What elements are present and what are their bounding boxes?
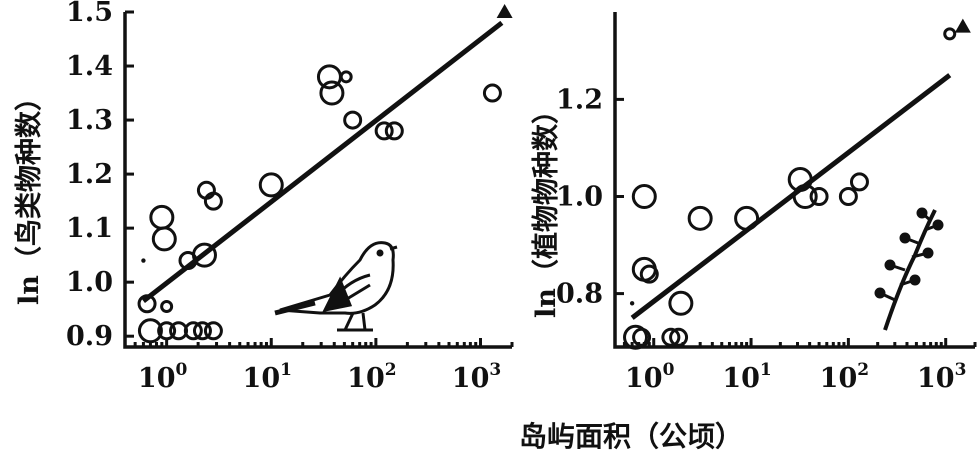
y-tick-label: 1.2	[556, 84, 603, 115]
x-tick-label: 103	[452, 360, 501, 394]
circle-marker	[482, 83, 502, 103]
fit-line	[141, 20, 504, 304]
left-y-ticks: 0.9 1.0 1.1 1.2 1.3 1.4 1.5	[66, 0, 134, 352]
right-y-axis-label: （植物物种数）	[530, 97, 562, 286]
circle-marker	[631, 183, 657, 209]
dot-marker	[629, 301, 635, 306]
x-tick-label: 100	[138, 360, 188, 394]
x-axis-label: 岛屿面积（公顷）	[519, 420, 743, 453]
right-fit-line-group	[630, 73, 952, 320]
circle-marker	[787, 167, 813, 192]
bird-illustration-icon	[274, 241, 398, 332]
circle-marker	[137, 318, 163, 344]
circle-marker	[734, 205, 760, 231]
circle-marker	[687, 205, 713, 231]
circle-marker	[343, 110, 363, 130]
left-chart-axes	[123, 12, 512, 349]
circle-marker	[151, 226, 177, 252]
circle-marker	[668, 290, 694, 316]
plant-illustration-icon	[874, 207, 944, 331]
x-tick-label: 100	[625, 360, 675, 394]
left-data-points	[137, 4, 513, 344]
y-tick-label: 1.4	[66, 51, 113, 82]
circle-marker	[160, 299, 174, 313]
y-tick-label: 1.3	[66, 105, 113, 136]
circle-marker	[339, 70, 353, 84]
dot-marker	[141, 258, 146, 263]
right-x-ticks: 100 101 102 103	[622, 338, 977, 394]
circle-marker	[849, 172, 869, 192]
circle-marker	[374, 121, 394, 141]
circle-marker	[632, 327, 652, 347]
circle-marker	[943, 27, 957, 41]
x-tick-label: 103	[917, 360, 966, 394]
circle-marker	[792, 183, 818, 209]
x-tick-label: 102	[820, 360, 869, 394]
triangle-marker	[954, 18, 971, 33]
right-chart-axes	[613, 12, 975, 349]
circle-marker	[203, 191, 223, 211]
left-fit-line-group	[141, 20, 504, 304]
circle-marker	[623, 324, 649, 350]
fit-line	[630, 73, 952, 320]
right-data-points	[623, 18, 971, 350]
bird-species-chart: 0.9 1.0 1.1 1.2 1.3 1.4 1.5 100 101 102 103 ln （鸟…	[13, 0, 514, 394]
circle-marker	[137, 294, 157, 314]
x-tick-label: 102	[347, 360, 396, 394]
y-tick-label: 0.9	[66, 321, 113, 352]
circle-marker	[809, 186, 829, 206]
circle-marker	[183, 321, 203, 341]
circle-marker	[157, 321, 177, 341]
circle-marker	[203, 321, 223, 341]
x-tick-label: 101	[243, 360, 292, 394]
right-y-ticks: 0.8 1.0 1.2	[556, 84, 624, 310]
left-y-axis-label: （鸟类物种数）	[13, 84, 45, 273]
left-y-axis-prefix: ln	[14, 275, 45, 305]
y-tick-label: 1.2	[66, 159, 113, 190]
circle-marker	[838, 186, 858, 206]
y-tick-label: 1.0	[66, 267, 113, 298]
triangle-marker	[496, 4, 513, 18]
y-tick-label: 1.1	[66, 213, 113, 244]
y-tick-label: 0.8	[556, 279, 603, 310]
plant-species-chart: 0.8 1.0 1.2 100 101 102 103 ln （植物物种数）	[530, 12, 977, 394]
x-tick-label: 101	[722, 360, 771, 394]
circle-marker	[192, 321, 212, 341]
circle-marker	[149, 204, 175, 230]
circle-marker	[661, 327, 681, 347]
y-tick-label: 1.0	[556, 181, 603, 212]
right-y-axis-prefix: ln	[531, 288, 562, 318]
circle-marker	[319, 80, 345, 106]
circle-marker	[384, 121, 404, 141]
y-tick-label: 1.5	[66, 0, 113, 28]
circle-marker	[258, 172, 284, 198]
circle-marker	[639, 264, 659, 284]
circle-marker	[669, 327, 689, 347]
circle-marker	[191, 242, 217, 268]
